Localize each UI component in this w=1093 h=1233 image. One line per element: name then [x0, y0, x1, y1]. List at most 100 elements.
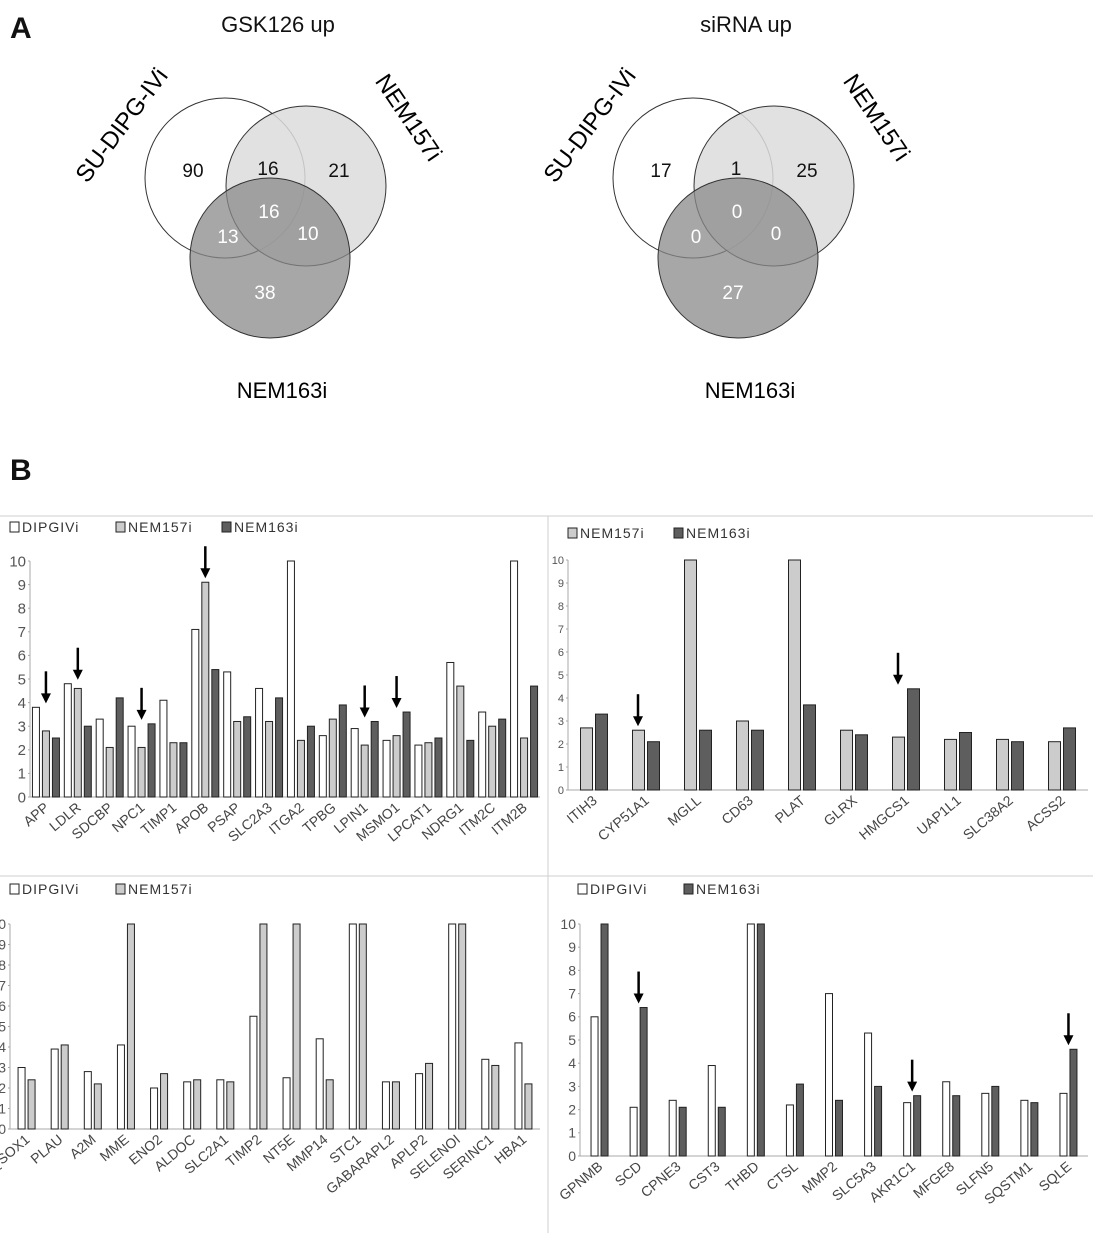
venn-region-a: 90 — [182, 161, 203, 182]
y-tick-label: 8 — [18, 600, 26, 617]
venn-region-bc: 10 — [297, 224, 318, 245]
x-tick-label: MFGE8 — [910, 1158, 957, 1201]
bar-DIPGIVi-ALDOC — [183, 1081, 192, 1130]
legend-label: NEM163i — [696, 881, 761, 897]
bar-NEM163i-LPIN1 — [370, 720, 379, 798]
bar-DIPGIVi-HBA1 — [514, 1042, 523, 1130]
y-tick-label: 9 — [18, 577, 26, 594]
bar-NEM157i-GLRX — [840, 729, 853, 791]
bar-NEM157i-HMGCS1 — [892, 736, 905, 791]
bar-NEM157i-ENO2 — [160, 1073, 169, 1130]
bar-NEM157i-HBA1 — [524, 1083, 533, 1130]
bar-NEM157i-LPIN1 — [360, 744, 369, 798]
legend-swatch — [577, 883, 588, 895]
bar-DIPGIVi-CPNE3 — [668, 1099, 677, 1157]
y-tick-label: 2 — [0, 1080, 6, 1096]
y-tick-label: 6 — [558, 647, 564, 659]
bar-NEM157i-TPBG — [328, 718, 337, 798]
bar-NEM163i-CST3 — [717, 1106, 726, 1157]
bar-DIPGIVi-ITM2C — [478, 711, 487, 798]
bar-DIPGIVi-ENO2 — [150, 1087, 159, 1130]
arrow-head-icon — [391, 698, 402, 709]
bar-DIPGIVi-SLC2A3 — [255, 687, 264, 798]
bar-NEM157i-NDRG1 — [456, 685, 465, 798]
venn-region-abc: 16 — [258, 202, 279, 223]
x-tick-label: CYP51A1 — [595, 792, 653, 844]
arrow-head-icon — [200, 568, 211, 579]
x-tick-label: SQLE — [1035, 1158, 1074, 1194]
bar-NEM157i-NT5E — [292, 923, 301, 1130]
bar-NEM157i-CYP51A1 — [632, 729, 645, 791]
y-tick-label: 6 — [568, 1009, 576, 1025]
bar-NEM157i-ALDOC — [193, 1079, 202, 1130]
legend-label: NEM157i — [128, 519, 193, 535]
bar-NEM163i-NDRG1 — [466, 739, 475, 798]
venn-set-c — [189, 177, 351, 339]
arrow-head-icon — [893, 674, 903, 685]
bar-NEM157i-SLC2A3 — [265, 720, 274, 798]
y-tick-label: 1 — [568, 1125, 576, 1141]
bar-DIPGIVi-ITGA2 — [286, 560, 295, 798]
bar-NEM163i-MSMO1 — [402, 711, 411, 798]
bar-NEM163i-TIMP1 — [179, 742, 188, 798]
bar-NEM163i-APP — [51, 737, 60, 798]
bar-DIPGIVi-LDLR — [63, 683, 72, 798]
y-tick-label: 6 — [18, 648, 26, 665]
bar-NEM157i-APP — [41, 730, 50, 798]
y-tick-label: 4 — [0, 1039, 6, 1055]
y-tick-label: 4 — [568, 1055, 576, 1071]
arrow-head-icon — [633, 993, 644, 1004]
bar-NEM163i-SLC5A3 — [874, 1085, 883, 1157]
y-tick-label: 3 — [568, 1078, 576, 1094]
bar-DIPGIVi-MFGE8 — [942, 1081, 951, 1157]
bar-NEM163i-PSAP — [243, 716, 252, 798]
bar-NEM163i-GPNMB — [600, 923, 609, 1157]
x-tick-label: ACSS2 — [1022, 792, 1068, 834]
bar-NEM163i-MFGE8 — [952, 1095, 961, 1157]
bar-DIPGIVi-CST3 — [707, 1065, 716, 1157]
bar-NEM157i-MMP14 — [325, 1079, 334, 1130]
bar-NEM163i-LDLR — [83, 725, 92, 798]
bar-NEM163i-CTSL — [795, 1083, 804, 1157]
bar-NEM163i-LPCAT1 — [434, 737, 443, 798]
legend-label: NEM157i — [580, 525, 645, 541]
y-tick-label: 10 — [560, 916, 576, 932]
venn-region-bc: 0 — [771, 224, 782, 245]
panel-b-label: B — [10, 454, 32, 487]
bar-NEM157i-PSAP — [233, 720, 242, 798]
bar-DIPGIVi-TPBG — [318, 735, 327, 798]
y-tick-label: 1 — [558, 762, 564, 774]
bar-NEM157i-TIMP1 — [169, 742, 178, 798]
legend-swatch — [221, 521, 232, 533]
bar-NEM163i-SQSTM1 — [1030, 1102, 1039, 1157]
bar-DIPGIVi-MMP2 — [825, 993, 833, 1157]
bar-DIPGIVi-APOB — [191, 628, 200, 798]
bar-DIPGIVi-MSMO1 — [382, 739, 391, 798]
bar-NEM163i-SLC2A3 — [275, 697, 284, 798]
bar-DIPGIVi-LPIN1 — [350, 728, 359, 798]
venn-region-c: 38 — [254, 283, 275, 304]
bar-DIPGIVi-SCD — [629, 1106, 638, 1157]
arrow-head-icon — [72, 669, 83, 680]
bar-DIPGIVi-GPNMB — [590, 1016, 599, 1157]
bar-NEM163i-PLAT — [803, 704, 816, 791]
legend-label: NEM163i — [686, 525, 751, 541]
bar-DIPGIVi-QSOX1 — [17, 1067, 26, 1130]
y-tick-label: 0 — [0, 1121, 6, 1137]
bar-NEM157i-GABARAPL2 — [391, 1081, 400, 1130]
x-tick-label: CTSL — [763, 1158, 801, 1193]
y-tick-label: 5 — [0, 1018, 6, 1034]
y-tick-label: 7 — [18, 624, 26, 641]
x-tick-label: ITIH3 — [563, 792, 600, 826]
y-tick-label: 9 — [0, 936, 6, 952]
x-tick-label: TIMP1 — [137, 799, 179, 838]
bar-NEM163i-SLFN5 — [991, 1085, 1000, 1157]
bar-DIPGIVi-PSAP — [223, 671, 232, 798]
bar-DIPGIVi-STC1 — [348, 923, 357, 1130]
bar-DIPGIVi-MME — [116, 1044, 125, 1130]
x-tick-label: CST3 — [685, 1158, 723, 1193]
bar-DIPGIVi-SQLE — [1059, 1092, 1068, 1157]
x-tick-label: CD63 — [718, 792, 756, 827]
